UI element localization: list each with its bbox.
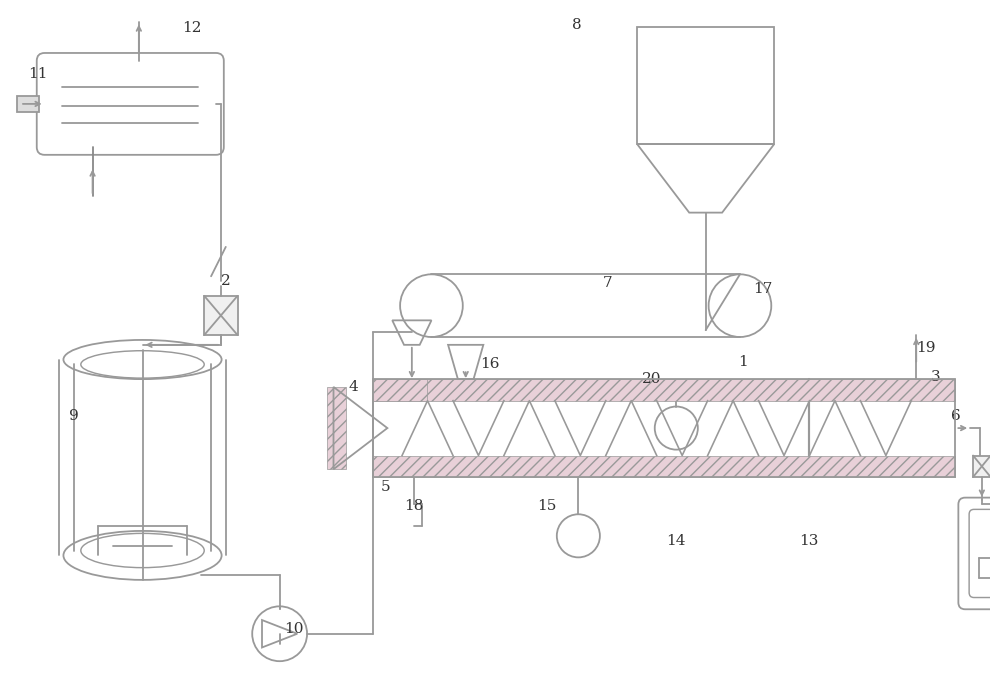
Text: 16: 16 (480, 357, 500, 371)
Text: 14: 14 (667, 534, 686, 548)
Bar (373, 379, 427, 400)
Text: 2: 2 (221, 274, 231, 288)
Text: 6: 6 (951, 409, 960, 423)
Bar (973, 456, 991, 477)
Text: 7: 7 (603, 276, 613, 290)
Text: 3: 3 (931, 370, 941, 384)
Bar (373, 379, 955, 400)
Text: 11: 11 (28, 67, 47, 81)
Text: 10: 10 (285, 622, 304, 636)
Bar (373, 456, 955, 477)
Text: 12: 12 (182, 22, 201, 36)
Text: 17: 17 (753, 282, 772, 296)
Text: 13: 13 (799, 534, 818, 548)
Text: 4: 4 (348, 380, 358, 394)
Text: 1: 1 (738, 355, 748, 369)
Bar (637, 26, 774, 144)
Text: 8: 8 (572, 18, 581, 32)
Bar (204, 296, 238, 335)
Bar (327, 387, 346, 469)
Text: 5: 5 (381, 480, 390, 494)
Text: 9: 9 (69, 409, 79, 423)
Text: 19: 19 (916, 341, 936, 355)
Bar (373, 379, 955, 477)
Text: 18: 18 (404, 499, 424, 514)
Text: 20: 20 (642, 372, 662, 386)
Text: 15: 15 (537, 499, 557, 514)
Bar (17, 96, 39, 112)
